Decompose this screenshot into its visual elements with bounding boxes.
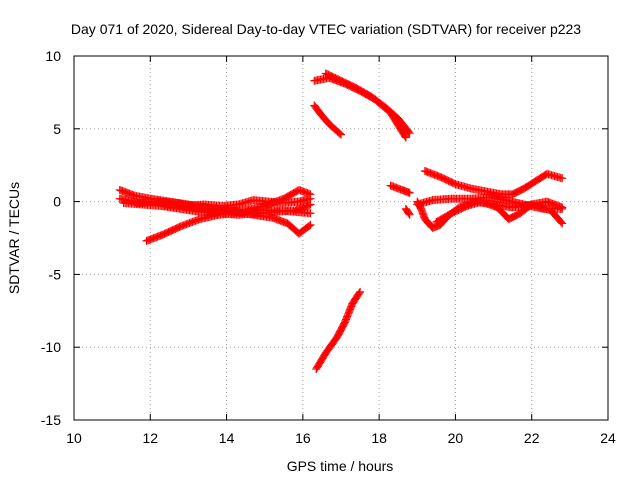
y-tick-label: 10	[45, 48, 61, 64]
data-point	[558, 219, 567, 228]
data-point	[405, 188, 414, 197]
data-point	[404, 127, 413, 136]
x-tick-label: 22	[524, 430, 540, 446]
x-tick-label: 10	[66, 430, 82, 446]
series-trace-n	[420, 167, 567, 199]
x-tick-label: 24	[600, 430, 616, 446]
y-tick-label: 5	[53, 121, 61, 137]
series-trace-i	[312, 287, 365, 374]
series-trace-e	[161, 194, 315, 210]
data-point	[557, 218, 566, 227]
data-point	[558, 203, 567, 212]
data-point	[306, 194, 315, 203]
data-point	[356, 287, 365, 296]
y-tick-label: -15	[41, 412, 61, 428]
x-tick-label: 20	[448, 430, 464, 446]
data-point	[337, 130, 345, 139]
x-tick-label: 16	[295, 430, 311, 446]
data-point	[306, 209, 315, 218]
series-trace-j	[386, 181, 414, 197]
tick-labels: 10 12 14 16 18 20 22 24 -15 -10 -5 0 5 10	[41, 48, 616, 446]
data-point	[355, 289, 364, 298]
data-point	[306, 220, 315, 229]
y-tick-label: 0	[53, 194, 61, 210]
grid-lines	[74, 56, 608, 420]
y-tick-label: -10	[41, 339, 61, 355]
x-axis-label: GPS time / hours	[287, 458, 394, 474]
data-point	[401, 132, 410, 141]
data-point	[335, 129, 344, 138]
data-point	[404, 209, 413, 218]
x-tick-label: 12	[142, 430, 158, 446]
x-tick-label: 14	[219, 430, 235, 446]
data-point	[558, 174, 567, 183]
y-tick-label: -5	[49, 266, 62, 282]
plot-frame	[73, 55, 609, 421]
data-points	[115, 69, 567, 374]
series-trace-d	[142, 206, 315, 245]
series-trace-k	[401, 204, 414, 219]
series-trace-o	[432, 197, 567, 226]
chart-title: Day 071 of 2020, Sidereal Day-to-day VTE…	[71, 21, 581, 37]
data-point	[405, 210, 414, 219]
series-trace-g	[321, 69, 414, 138]
data-point	[305, 221, 314, 230]
x-tick-label: 18	[371, 430, 387, 446]
series-trace-h	[310, 101, 345, 139]
data-point	[401, 133, 410, 142]
data-point	[405, 129, 414, 138]
y-axis-label: SDTVAR / TECUs	[6, 182, 22, 294]
